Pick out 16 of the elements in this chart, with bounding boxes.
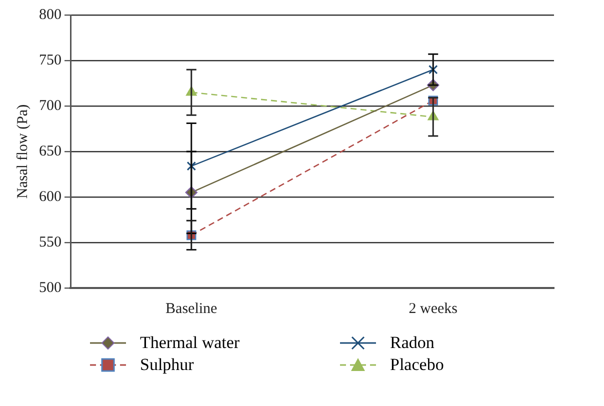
legend-label: Thermal water <box>140 332 240 354</box>
legend-label: Radon <box>390 332 434 354</box>
point <box>186 161 196 171</box>
legend-label: Placebo <box>390 354 444 376</box>
y-tick-label: 800 <box>39 6 62 23</box>
x-tick-label: Baseline <box>166 300 218 317</box>
y-tick-label: 650 <box>39 143 62 160</box>
point <box>428 64 438 74</box>
y-axis-title: Nasal flow (Pa) <box>14 104 31 199</box>
y-tick-label: 750 <box>39 52 62 68</box>
y-tick-label: 700 <box>39 98 62 114</box>
legend-label: Sulphur <box>140 354 194 376</box>
x-tick-label: 2 weeks <box>408 300 458 317</box>
y-tick-label: 500 <box>39 280 62 296</box>
y-tick-label: 600 <box>39 188 62 205</box>
y-tick-label: 550 <box>39 234 62 250</box>
